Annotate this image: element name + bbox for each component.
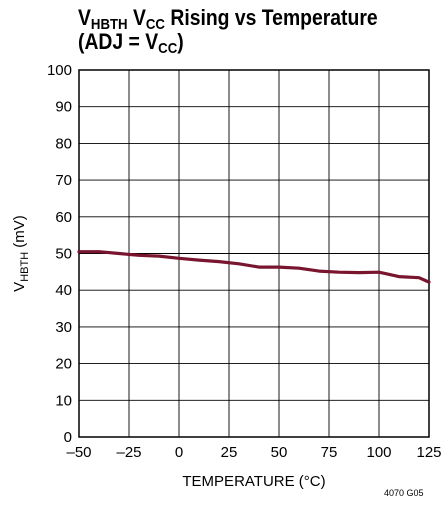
y-tick-label-1: 10 (55, 392, 72, 409)
x-axis-label: TEMPERATURE (°C) (182, 473, 325, 490)
title-rest: Rising vs Temperature (164, 5, 378, 30)
plot-frame (78, 69, 430, 438)
title-line2-sub: CC (158, 40, 178, 57)
title-v-sub: HBTH (90, 16, 128, 33)
series-line (77, 250, 431, 284)
title-line2-pre: (ADJ = V (78, 29, 159, 54)
y-axis-label-v: V (11, 282, 28, 292)
y-axis-label-sub: HBTH (19, 252, 31, 282)
title-line-1: VHBTH VCC Rising vs Temperature (78, 5, 395, 33)
x-tick-label-0: –50 (66, 444, 91, 461)
x-tick-label-1: –25 (116, 444, 141, 461)
chart-title: VHBTH VCC Rising vs Temperature (ADJ = V… (78, 5, 395, 57)
title-mid: V (127, 5, 146, 30)
title-v: V (78, 5, 91, 30)
title-line2-post: ) (177, 29, 184, 54)
y-tick-label-10: 100 (47, 62, 72, 79)
y-tick-label-7: 70 (55, 172, 72, 189)
y-axis-label: VHBTH (mV) (11, 215, 31, 292)
figure-code: 4070 G05 (384, 488, 424, 498)
y-tick-label-9: 90 (55, 99, 72, 116)
y-tick-label-3: 30 (55, 319, 72, 336)
title-line-2: (ADJ = VCC) (78, 29, 395, 57)
y-tick-label-4: 40 (55, 282, 72, 299)
x-tick-label-5: 75 (321, 444, 338, 461)
y-tick-labels: 0 10 20 30 40 50 60 70 80 90 100 (47, 62, 72, 446)
y-tick-label-5: 50 (55, 246, 72, 263)
y-tick-label-0: 0 (64, 429, 72, 446)
x-tick-labels: –50 –25 0 25 50 75 100 125 (66, 444, 441, 461)
y-tick-label-2: 20 (55, 356, 72, 373)
y-tick-label-8: 80 (55, 135, 72, 152)
y-tick-label-6: 60 (55, 209, 72, 226)
x-tick-label-2: 0 (175, 444, 183, 461)
x-tick-label-4: 50 (271, 444, 288, 461)
x-tick-label-3: 25 (221, 444, 238, 461)
x-tick-label-6: 100 (366, 444, 391, 461)
title-mid-sub: CC (145, 16, 165, 33)
x-tick-label-7: 125 (416, 444, 441, 461)
y-axis-label-unit: (mV) (11, 215, 28, 252)
